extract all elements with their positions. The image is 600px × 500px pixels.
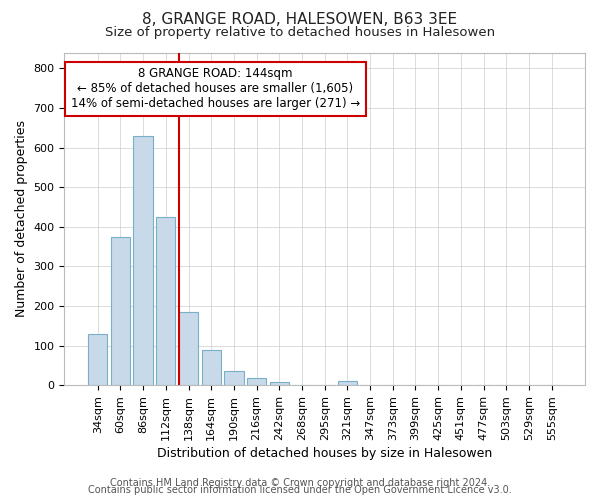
Bar <box>133 136 153 385</box>
Bar <box>179 312 198 385</box>
Bar <box>202 350 221 385</box>
Bar <box>88 334 107 385</box>
Bar <box>338 381 357 385</box>
Bar <box>156 217 175 385</box>
X-axis label: Distribution of detached houses by size in Halesowen: Distribution of detached houses by size … <box>157 447 493 460</box>
Bar <box>224 372 244 385</box>
Text: 8 GRANGE ROAD: 144sqm
← 85% of detached houses are smaller (1,605)
14% of semi-d: 8 GRANGE ROAD: 144sqm ← 85% of detached … <box>71 68 360 110</box>
Text: Contains public sector information licensed under the Open Government Licence v3: Contains public sector information licen… <box>88 485 512 495</box>
Bar <box>247 378 266 385</box>
Bar <box>269 382 289 385</box>
Bar <box>111 236 130 385</box>
Text: Size of property relative to detached houses in Halesowen: Size of property relative to detached ho… <box>105 26 495 39</box>
Text: Contains HM Land Registry data © Crown copyright and database right 2024.: Contains HM Land Registry data © Crown c… <box>110 478 490 488</box>
Y-axis label: Number of detached properties: Number of detached properties <box>15 120 28 318</box>
Text: 8, GRANGE ROAD, HALESOWEN, B63 3EE: 8, GRANGE ROAD, HALESOWEN, B63 3EE <box>142 12 458 28</box>
